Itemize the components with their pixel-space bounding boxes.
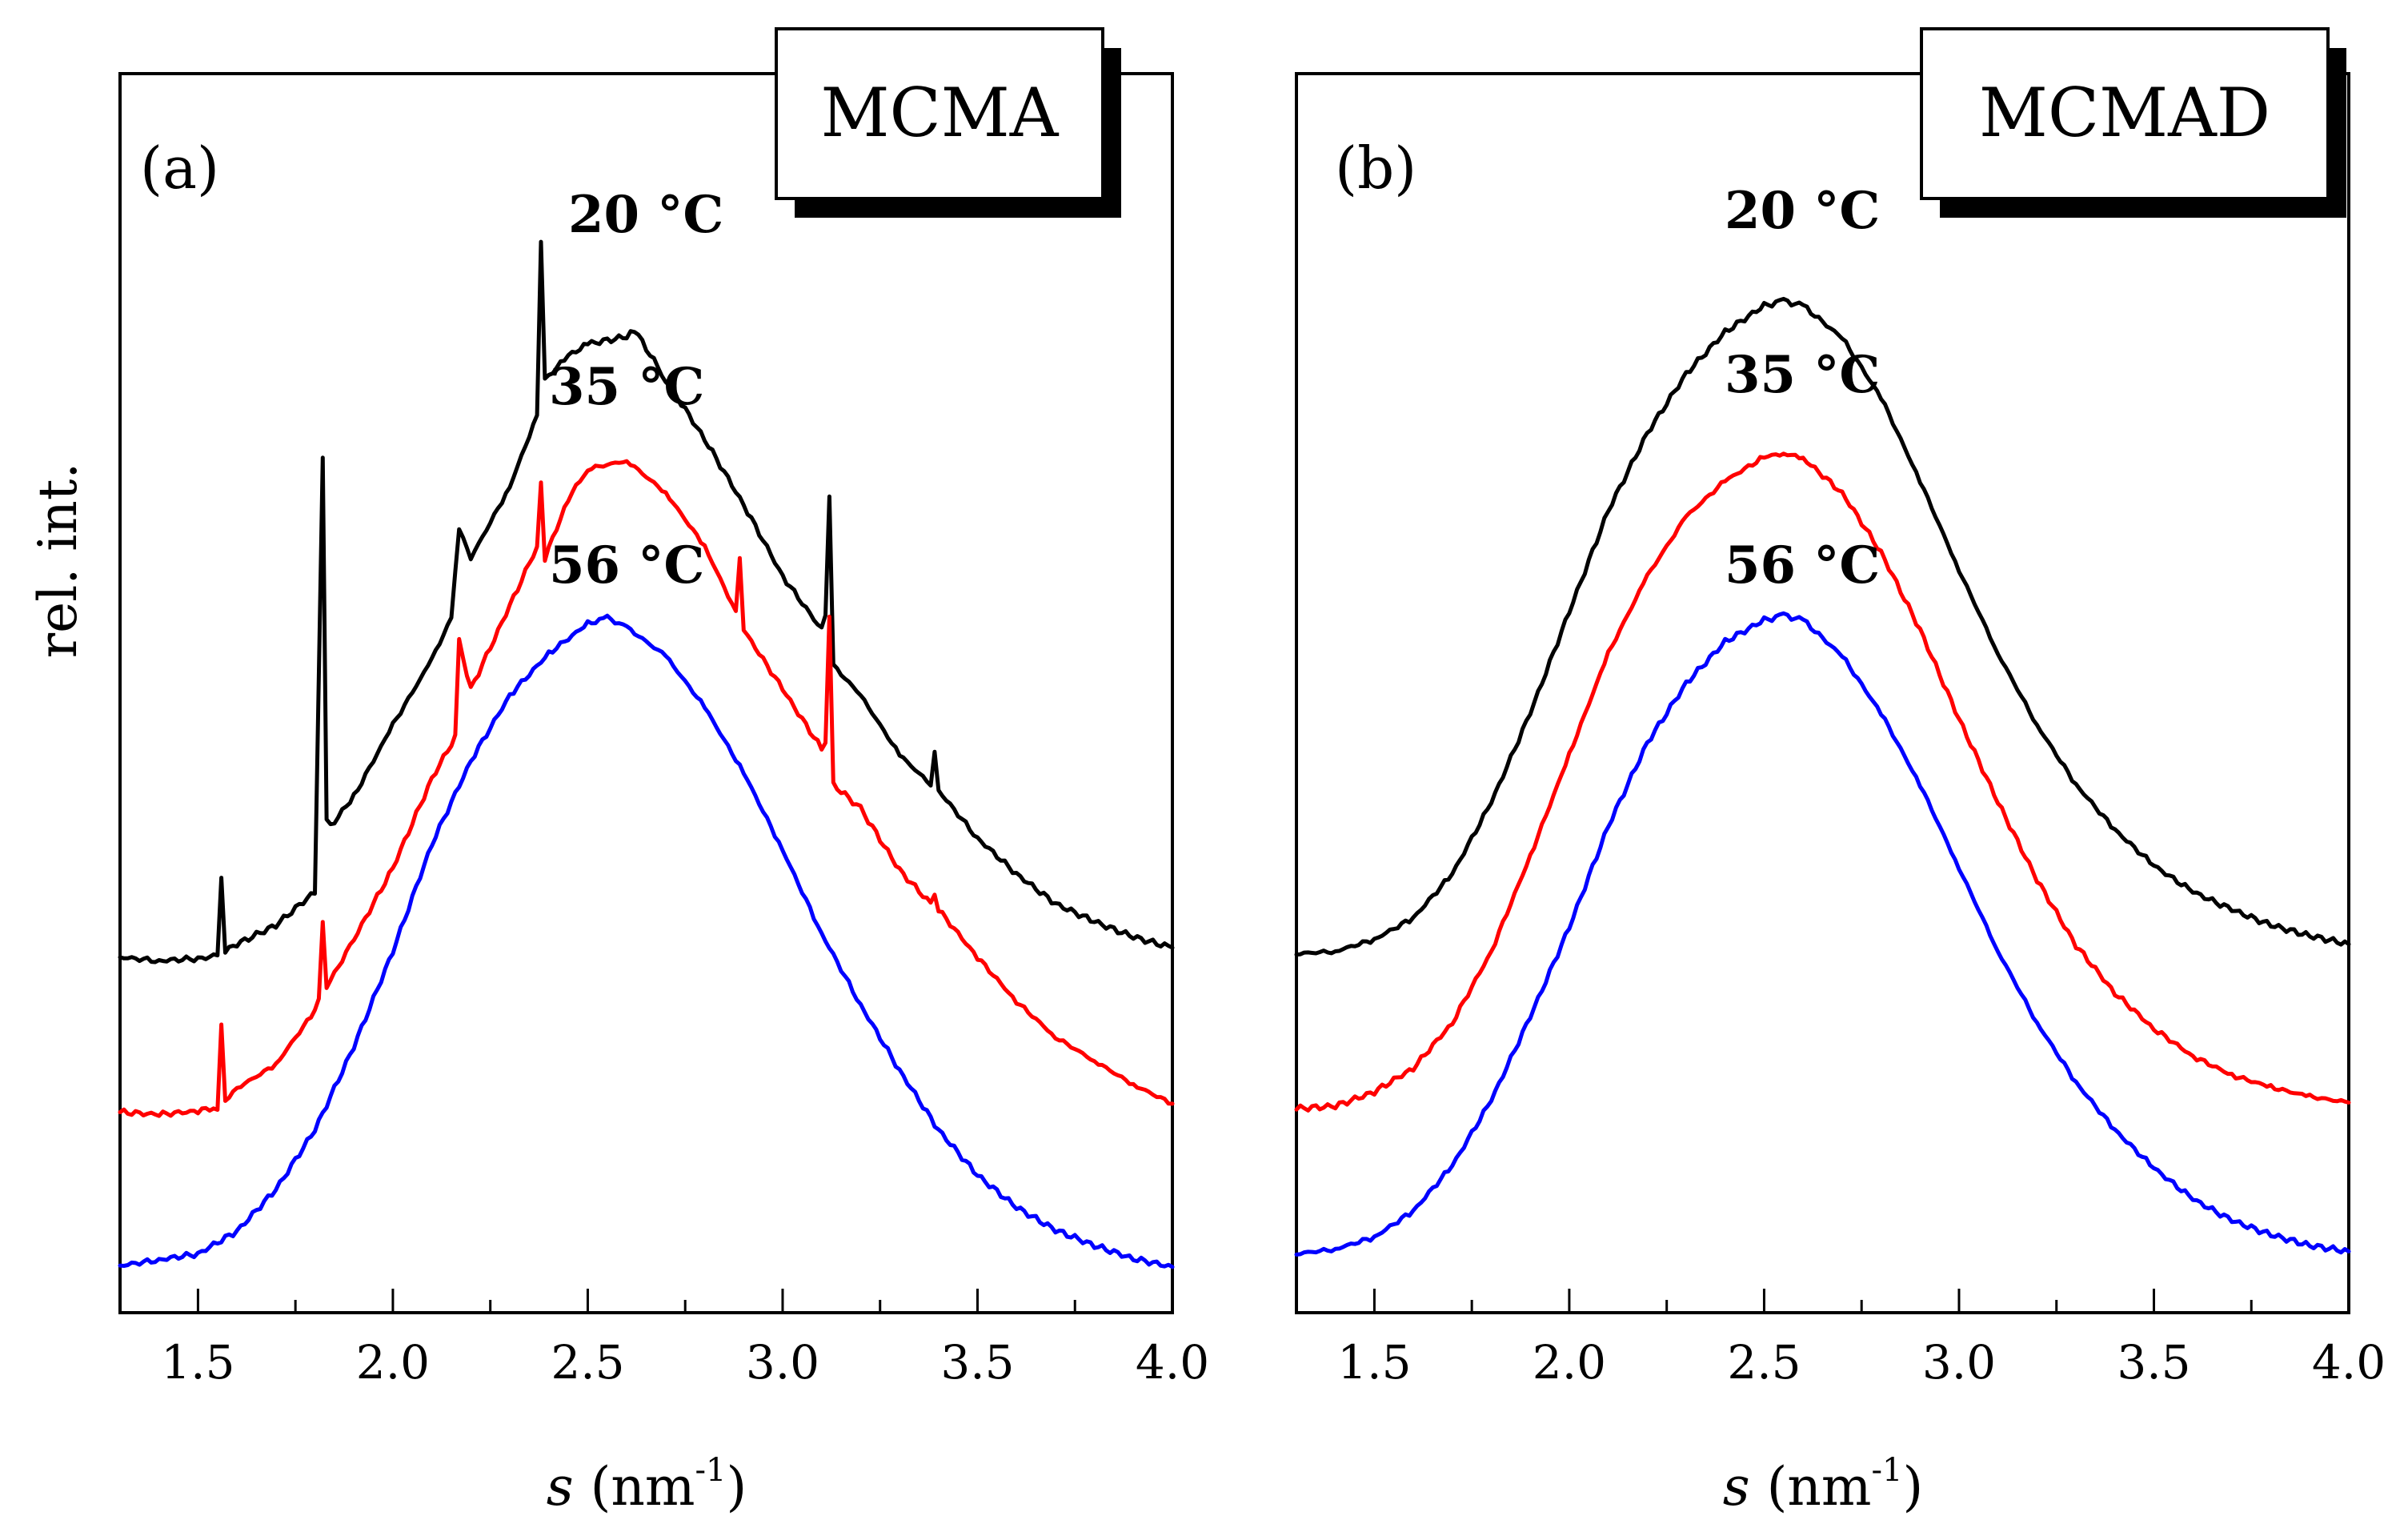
- x-tick-label: 4.0: [1136, 1335, 1209, 1390]
- x-tick-label: 2.5: [551, 1335, 624, 1390]
- series-line-35c: [1294, 451, 2351, 1113]
- panel-b-plot-frame: [1295, 72, 2350, 1314]
- panel-b-title-box-frame: [1920, 27, 2330, 200]
- panel-b-x-axis-exp: -1: [1871, 1452, 1902, 1489]
- panel-a-label: (a): [140, 134, 219, 202]
- panel-a-ticks: [196, 1289, 1174, 1313]
- x-tick-label: 2.5: [1727, 1335, 1801, 1390]
- x-tick-label: 3.0: [1922, 1335, 1996, 1390]
- panel-b-x-axis-var: s: [1723, 1456, 1750, 1518]
- series-line-35c: [118, 459, 1175, 1118]
- panel-a-tick-labels: 1.5 2.0 2.5 3.0 3.5 4.0: [161, 1335, 1209, 1390]
- x-tick-label: 1.5: [161, 1335, 234, 1390]
- panel-a-label-56c: 56 °C: [549, 535, 704, 596]
- panel-a-plot-frame: [118, 72, 1174, 1314]
- y-axis-title: rel. int.: [27, 463, 89, 659]
- x-tick-label: 4.0: [2312, 1335, 2386, 1390]
- panel-b-ticks: [1372, 1289, 2350, 1313]
- panel-b-series: [1294, 296, 2351, 1257]
- x-tick-label: 3.5: [940, 1335, 1014, 1390]
- panel-b-x-axis-close: ): [1902, 1456, 1923, 1518]
- panel-b: 1.5 2.0 2.5 3.0 3.5 4.0 (b) MCMAD 20 °C 35 °C…: [1294, 27, 2386, 1518]
- x-tick-label: 3.0: [746, 1335, 819, 1390]
- panel-a-x-axis-title: s (nm-1): [547, 1452, 747, 1518]
- x-tick-label: 3.5: [2117, 1335, 2190, 1390]
- panel-b-label: (b): [1335, 134, 1416, 202]
- panel-b-label-35c: 35 °C: [1725, 345, 1880, 405]
- panel-a: 1.5 2.0 2.5 3.0 3.5 4.0 (a) MCMA 20 °C 35 °C …: [118, 27, 1209, 1518]
- panel-b-x-axis-title: s (nm-1): [1723, 1452, 1923, 1518]
- panel-a-title-box: MCMA: [775, 27, 1121, 218]
- panel-b-label-56c: 56 °C: [1725, 535, 1880, 596]
- panel-b-label-20c: 20 °C: [1725, 181, 1880, 241]
- panel-a-title-box-frame: [775, 27, 1104, 200]
- panel-b-title-box: MCMAD: [1920, 27, 2346, 218]
- series-line-56c: [1294, 611, 2351, 1257]
- panel-a-x-axis-exp: -1: [695, 1452, 726, 1489]
- panel-b-x-axis-unit: (nm: [1750, 1456, 1872, 1518]
- series-line-20c: [118, 239, 1175, 965]
- x-tick-label: 2.0: [356, 1335, 430, 1390]
- panel-a-title: MCMA: [821, 74, 1060, 152]
- panel-a-label-20c: 20 °C: [568, 185, 723, 245]
- x-tick-label: 1.5: [1337, 1335, 1411, 1390]
- panel-a-series: [118, 239, 1175, 1269]
- panel-a-x-axis-var: s: [547, 1456, 574, 1518]
- panel-a-x-axis-unit: (nm: [574, 1456, 695, 1518]
- x-tick-label: 2.0: [1533, 1335, 1606, 1390]
- series-line-20c: [1294, 296, 2351, 957]
- panel-b-title: MCMAD: [1979, 74, 2270, 152]
- panel-a-x-axis-close: ): [726, 1456, 747, 1518]
- panel-a-label-35c: 35 °C: [549, 357, 704, 417]
- panel-b-tick-labels: 1.5 2.0 2.5 3.0 3.5 4.0: [1337, 1335, 2386, 1390]
- series-line-56c: [118, 613, 1175, 1269]
